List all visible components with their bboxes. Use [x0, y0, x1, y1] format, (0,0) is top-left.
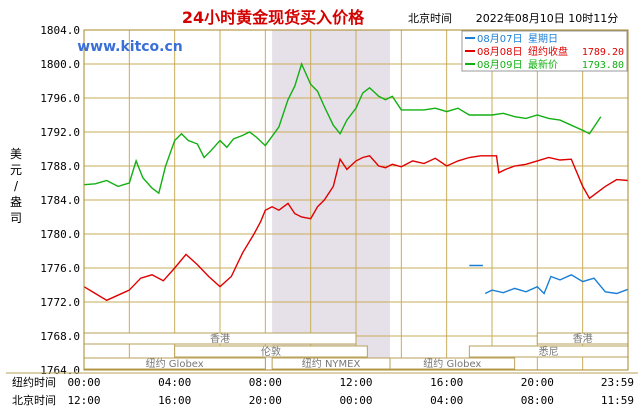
y-axis-label-char: 美 — [10, 147, 22, 161]
watermark: www.kitco.cn — [77, 39, 183, 55]
legend-date: 08月08日 — [477, 46, 522, 58]
bj-tick-label: 00:00 — [339, 394, 372, 407]
legend-value: 1793.80 — [582, 60, 624, 71]
session-bar — [389, 357, 516, 370]
ny-tick-label: 00:00 — [67, 376, 100, 389]
y-tick-label: 1764.0 — [40, 364, 80, 377]
bj-tick-label: 20:00 — [249, 394, 282, 407]
y-tick-label: 1788.0 — [40, 160, 80, 173]
y-tick-label: 1796.0 — [40, 92, 80, 105]
timezone-label: 北京时间 — [408, 11, 452, 25]
ny-tick-label: 08:00 — [249, 376, 282, 389]
chart-title: 24小时黄金现货买入价格 — [182, 8, 365, 27]
bj-tick-label: 11:59 — [601, 394, 634, 407]
y-tick-label: 1768.0 — [40, 330, 80, 343]
y-tick-labels: 1764.0 1768.0 1772.0 1776.0 1780.0 1784.0 1788… — [40, 24, 80, 377]
series-lines — [83, 62, 629, 302]
y-tick-label: 1792.0 — [40, 126, 80, 139]
session-bar — [174, 345, 368, 358]
session-label: 悉尼 — [539, 346, 559, 358]
ny-tick-label: 23:59 — [601, 376, 634, 389]
y-tick-label: 1800.0 — [40, 58, 80, 71]
ny-tick-label: 04:00 — [158, 376, 191, 389]
y-tick-label: 1780.0 — [40, 228, 80, 241]
grid — [84, 29, 628, 371]
series-line — [83, 62, 602, 195]
series-line — [83, 155, 629, 302]
session-label: 香港 — [210, 333, 230, 345]
y-axis-label-char: / — [14, 179, 19, 193]
y-axis-label-char: 元 — [10, 163, 22, 177]
ny-time-label: 纽约时间 — [12, 375, 56, 389]
y-tick-label: 1772.0 — [40, 296, 80, 309]
session-label: 纽约 Globex — [423, 357, 481, 370]
legend-date: 08月07日 — [477, 33, 522, 45]
y-tick-label: 1784.0 — [40, 194, 80, 207]
legend-date: 08月09日 — [477, 59, 522, 71]
y-axis-label-char: 司 — [10, 211, 22, 225]
legend-desc: 星期日 — [528, 33, 558, 45]
series-line — [469, 264, 629, 295]
datetime-label: 2022年08月10日 10时11分 — [476, 11, 618, 25]
bj-tick-label: 12:00 — [67, 394, 100, 407]
y-axis-label: 美元 / 盎司 — [10, 147, 22, 225]
session-label: 香港 — [573, 333, 593, 345]
legend: 08月07日 星期日 08月08日 纽约收盘 1789.20 08月09日 最新价 1793.… — [461, 30, 628, 72]
session-label: 伦敦 — [261, 345, 281, 358]
legend-value: 1789.20 — [582, 47, 624, 58]
ny-tick-label: 12:00 — [339, 376, 372, 389]
bj-tick-label: 04:00 — [430, 394, 463, 407]
y-axis-label-char: 盎 — [10, 195, 22, 209]
bj-tick-label: 16:00 — [158, 394, 191, 407]
legend-desc: 纽约收盘 — [528, 45, 568, 58]
legend-desc: 最新价 — [528, 58, 558, 71]
bj-time-label: 北京时间 — [12, 393, 56, 407]
ny-tick-label: 16:00 — [430, 376, 463, 389]
bj-tick-label: 08:00 — [521, 394, 554, 407]
ny-tick-label: 20:00 — [521, 376, 554, 389]
session-label: 纽约 NYMEX — [302, 357, 361, 370]
plot-border — [83, 29, 629, 371]
session-label: 纽约 Globex — [146, 357, 204, 370]
y-tick-label: 1804.0 — [40, 24, 80, 37]
legend-box — [461, 30, 628, 72]
y-tick-label: 1776.0 — [40, 262, 80, 275]
